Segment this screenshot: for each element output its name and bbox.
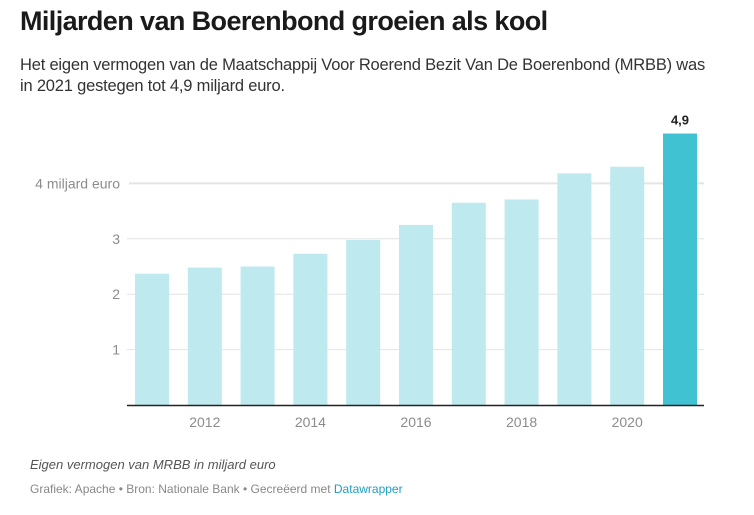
chart-title: Miljarden van Boerenbond groeien als koo…: [20, 6, 548, 36]
chart-subtitle: Het eigen vermogen van de Maatschappij V…: [20, 56, 706, 95]
chart-credits: Grafiek: Apache • Bron: Nationale Bank •…: [30, 482, 403, 496]
bar-2016: [399, 224, 433, 405]
y-tick-label: 4 miljard euro: [35, 175, 120, 191]
x-axis-ticks: 2012 2014 2016 2018 2020: [189, 414, 643, 430]
data-labels: 4,9: [671, 113, 689, 128]
bar-2012: [187, 267, 222, 405]
y-axis-ticks: 1 2 3 4 miljard euro: [35, 175, 120, 357]
bar-2015: [346, 239, 381, 405]
chart-notes: Eigen vermogen van MRBB in miljard euro: [30, 457, 276, 472]
data-label: 4,9: [671, 113, 689, 128]
x-tick-label: 2012: [189, 414, 220, 430]
credit-text: Grafiek: Apache • Bron: Nationale Bank •…: [30, 482, 334, 496]
bar-2020: [610, 166, 645, 405]
y-tick-label: 3: [112, 231, 120, 247]
bar-2017: [451, 202, 486, 405]
bar-2013: [240, 266, 275, 405]
bars: [135, 133, 697, 405]
x-tick-label: 2014: [295, 414, 326, 430]
y-tick-label: 1: [112, 342, 120, 358]
bar-2021: [663, 133, 697, 405]
y-tick-label: 2: [112, 286, 120, 302]
bar-2011: [135, 273, 169, 405]
bar-2019: [557, 173, 592, 405]
datawrapper-link[interactable]: Datawrapper: [333, 482, 403, 496]
x-tick-label: 2016: [400, 414, 431, 430]
x-tick-label: 2018: [506, 414, 537, 430]
bar-2014: [293, 253, 328, 405]
bar-2018: [504, 199, 539, 405]
x-tick-label: 2020: [612, 414, 643, 430]
